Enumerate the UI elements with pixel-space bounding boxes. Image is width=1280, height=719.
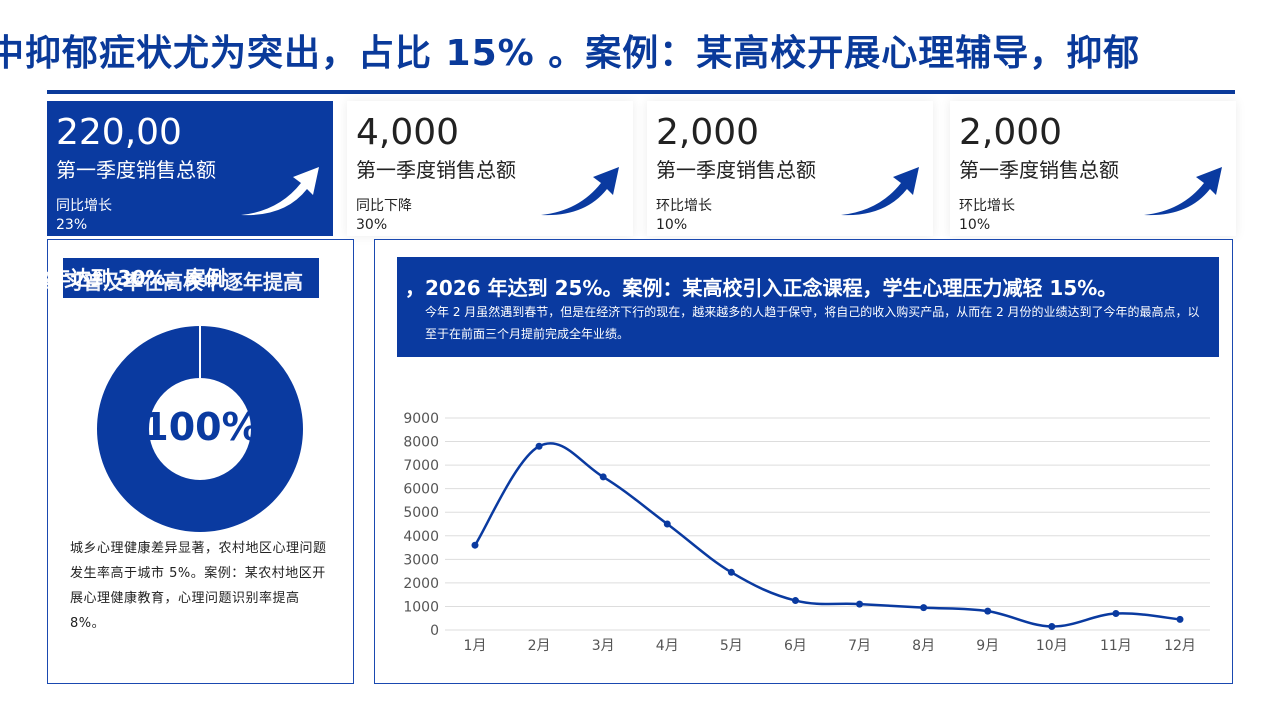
- kpi-value: 4,000: [356, 112, 460, 153]
- data-point: [1048, 622, 1056, 630]
- right-panel: 今年 2 月虽然遇到春节，但是在经济下行的现在，越来越多的人趋于保守，将自己的收…: [374, 239, 1233, 684]
- kpi-value: 2,000: [656, 112, 760, 153]
- x-tick-label: 1月: [464, 638, 487, 654]
- left-tag-text-b: 2024 年达到 30%。案例: [0, 266, 226, 290]
- data-point: [984, 607, 992, 615]
- data-point: [727, 568, 735, 576]
- trend-arrow-icon: [241, 167, 319, 216]
- donut-chart: [97, 326, 303, 532]
- data-point: [1176, 615, 1184, 623]
- trend-arrow-icon: [541, 167, 619, 216]
- data-point: [471, 541, 479, 549]
- left-tag-text-a: 正念练习普及率在高校中逐年提高: [3, 270, 303, 294]
- x-tick-label: 10月: [1036, 638, 1068, 654]
- y-tick-label: 1000: [403, 599, 439, 615]
- x-tick-label: 3月: [592, 638, 615, 654]
- x-tick-label: 4月: [656, 638, 679, 654]
- data-point: [535, 442, 543, 450]
- x-tick-label: 2月: [528, 638, 551, 654]
- trend-arrow-icon: [1144, 167, 1222, 216]
- kpi-sub-value: 10%: [959, 217, 991, 233]
- x-tick-label: 6月: [784, 638, 807, 654]
- x-tick-label: 11月: [1100, 638, 1132, 654]
- kpi-sub-value: 23%: [56, 217, 88, 233]
- x-tick-label: 8月: [912, 638, 935, 654]
- y-tick-label: 4000: [403, 529, 439, 545]
- banner-description: 今年 2 月虽然遇到春节，但是在经济下行的现在，越来越多的人趋于保守，将自己的收…: [425, 305, 1200, 341]
- y-tick-label: 3000: [403, 552, 439, 568]
- y-tick-label: 5000: [403, 505, 439, 521]
- left-description: 城乡心理健康差异显著，农村地区心理问题发生率高于城市 5%。案例：某农村地区开展…: [70, 541, 327, 631]
- y-tick-label: 7000: [403, 458, 439, 474]
- kpi-label: 第一季度销售总额: [56, 158, 216, 182]
- kpi-value: 2,000: [959, 112, 1063, 153]
- kpi-label: 第一季度销售总额: [356, 158, 516, 182]
- x-tick-label: 5月: [720, 638, 743, 654]
- x-tick-label: 12月: [1164, 638, 1196, 654]
- banner-title: ，2026 年达到 25%。案例：某高校引入正念课程，学生心理压力减轻 15%。: [405, 276, 1118, 300]
- kpi-sub-label: 同比增长: [56, 198, 112, 214]
- data-point: [856, 600, 864, 608]
- info-banner: 今年 2 月虽然遇到春节，但是在经济下行的现在，越来越多的人趋于保守，将自己的收…: [397, 257, 1219, 357]
- left-tag: [63, 258, 319, 298]
- kpi-card-2: 4,000 第一季度销售总额 同比下降 30%: [347, 101, 633, 236]
- x-tick-label: 9月: [976, 638, 999, 654]
- y-tick-label: 2000: [403, 576, 439, 592]
- kpi-sub-label: 同比下降: [356, 198, 412, 214]
- left-tag-text-c: 30%: [158, 295, 202, 316]
- kpi-card-1: 220,00 第一季度销售总额 同比增长 23%: [47, 101, 333, 236]
- kpi-card-3: 2,000 第一季度销售总额 环比增长 10%: [647, 101, 933, 236]
- data-point: [791, 597, 799, 605]
- data-point: [920, 604, 928, 612]
- line-chart: 0 1000 2000 3000 4000 5000 6000 7000 8000 9000 1月 2…: [403, 411, 1210, 654]
- y-tick-label: 8000: [403, 435, 439, 451]
- kpi-card-4: 2,000 第一季度销售总额 环比增长 10%: [950, 101, 1236, 236]
- series-line: [473, 442, 1181, 628]
- data-point: [663, 520, 671, 528]
- kpi-value: 220,00: [56, 112, 182, 153]
- x-tick-label: 7月: [848, 638, 871, 654]
- trend-arrow-icon: [841, 167, 919, 216]
- data-point: [599, 473, 607, 481]
- data-point: [1112, 610, 1120, 618]
- left-panel: 2024 年达到 30%。案例 正念练习普及率在高校中逐年提高 30% 100%…: [0, 239, 354, 684]
- donut-value-label: 100%: [142, 405, 260, 449]
- kpi-sub-value: 30%: [356, 217, 388, 233]
- header-divider: [47, 90, 1235, 94]
- kpi-sub-label: 环比增长: [656, 198, 712, 214]
- headline: 中抑郁症状尤为突出，占比 15% 。案例：某高校开展心理辅导，抑郁: [0, 33, 1141, 74]
- y-tick-label: 6000: [403, 482, 439, 498]
- kpi-label: 第一季度销售总额: [959, 158, 1119, 182]
- kpi-sub-value: 10%: [656, 217, 688, 233]
- y-tick-label: 9000: [403, 411, 439, 427]
- kpi-sub-label: 环比增长: [959, 198, 1015, 214]
- kpi-label: 第一季度销售总额: [656, 158, 816, 182]
- y-tick-label: 0: [430, 623, 439, 639]
